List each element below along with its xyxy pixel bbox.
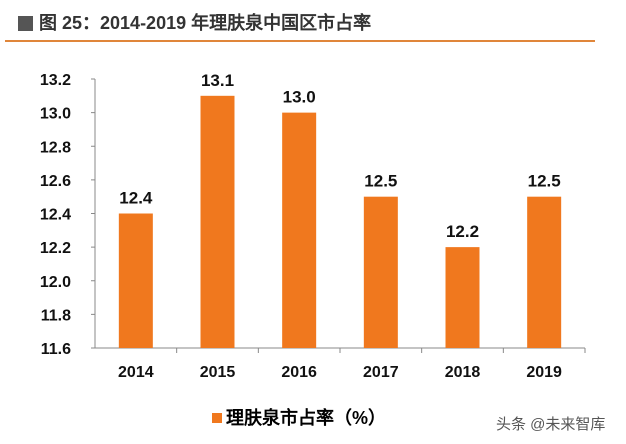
bar-2017 (363, 196, 398, 348)
data-label: 12.4 (119, 189, 153, 208)
title-square-icon (18, 16, 33, 31)
y-tick-label: 12.8 (40, 139, 71, 156)
x-tick-label: 2016 (281, 364, 317, 381)
bar-2018 (445, 247, 480, 348)
x-tick-label: 2015 (200, 364, 236, 381)
bar-2014 (118, 213, 153, 348)
y-tick-label: 11.8 (41, 307, 71, 324)
legend-swatch (212, 413, 222, 423)
y-tick-label: 13.2 (40, 72, 71, 89)
x-tick-label: 2019 (526, 364, 562, 381)
x-tick-label: 2014 (118, 364, 154, 381)
legend-label: 理肤泉市占率（%） (226, 408, 387, 428)
watermark: 头条 @未来智库 (496, 416, 606, 433)
data-label: 13.0 (283, 88, 316, 107)
bar-2015 (200, 95, 235, 348)
x-tick-label: 2018 (445, 364, 481, 381)
bar-2016 (282, 112, 317, 348)
y-tick-label: 11.6 (41, 341, 71, 358)
legend: 理肤泉市占率（%） (212, 404, 386, 430)
chart-title: 图 25：2014-2019 年理肤泉中国区市占率 (18, 9, 371, 35)
data-label: 12.5 (528, 172, 561, 191)
y-tick-label: 13.0 (40, 106, 71, 123)
data-label: 12.2 (446, 222, 479, 241)
y-tick-label: 12.4 (40, 207, 71, 224)
bar-2019 (527, 196, 562, 348)
data-label: 12.5 (364, 172, 397, 191)
data-label: 13.1 (201, 71, 234, 90)
y-tick-label: 12.6 (40, 173, 71, 190)
title-divider (5, 40, 595, 42)
y-tick-label: 12.0 (40, 274, 71, 291)
x-tick-label: 2017 (363, 364, 399, 381)
y-tick-label: 12.2 (40, 240, 71, 257)
title-text: 图 25：2014-2019 年理肤泉中国区市占率 (39, 13, 372, 33)
